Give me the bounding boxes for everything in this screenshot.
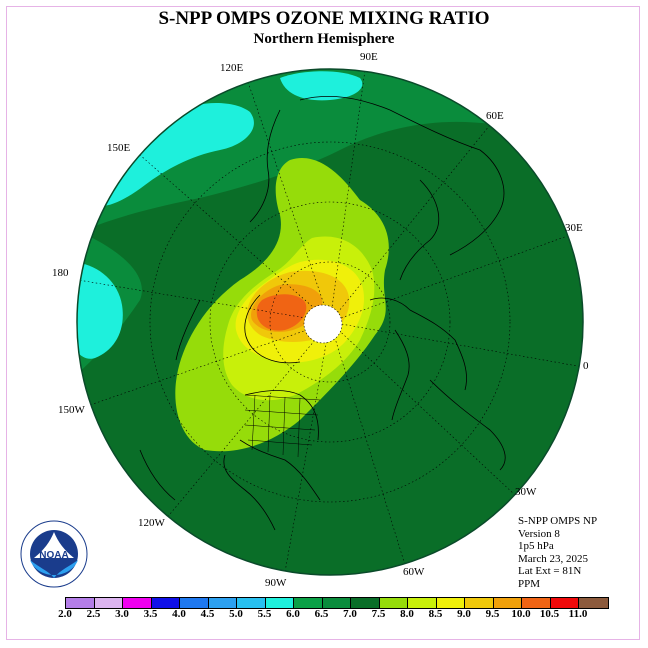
colorbar-swatch — [151, 598, 180, 608]
contour-6.0-b — [77, 262, 123, 359]
info-units: PPM — [518, 577, 541, 590]
info-lat-extent: Lat Ext = 81N — [518, 565, 582, 577]
graticule — [77, 69, 583, 573]
colorbar-swatch — [408, 598, 437, 608]
colorbar-swatch — [94, 598, 123, 608]
colorbar-tick-label: 2.5 — [86, 608, 101, 620]
info-date: March 23, 2025 — [518, 552, 588, 565]
colorbar-swatch — [66, 598, 95, 608]
colorbar-tick-label: 10.0 — [511, 608, 531, 620]
colorbar — [65, 597, 609, 609]
map-boundary — [76, 68, 584, 576]
colorbar-swatch — [123, 598, 152, 608]
logo-text: NOAA — [39, 550, 68, 561]
colorbar-swatch — [550, 598, 579, 608]
colorbar-tick-label: 5.0 — [229, 608, 243, 620]
colorbar-tick-label: 8.0 — [400, 608, 414, 620]
colorbar-swatch — [180, 598, 209, 608]
colorbar-swatch — [294, 598, 323, 608]
coastlines — [139, 95, 506, 531]
colorbar-swatch — [237, 598, 266, 608]
colorbar-tick-label: 11.0 — [568, 608, 588, 620]
colorbar-tick-label: 4.0 — [172, 608, 186, 620]
info-level: 1p5 hPa — [518, 540, 554, 552]
lon-label-150w: 150W — [58, 404, 85, 416]
polar-data-gap — [304, 305, 342, 343]
info-version: Version 8 — [518, 527, 560, 540]
info-block: S-NPP OMPS NP Version 8 1p5 hPa March 23… — [518, 515, 597, 590]
colorbar-tick-label: 7.5 — [371, 608, 386, 620]
contour-10.0 — [256, 294, 307, 331]
colorbar-tick-label: 3.5 — [143, 608, 158, 620]
colorbar-tick-label: 9.0 — [457, 608, 471, 620]
colorbar-tick-label: 6.5 — [314, 608, 329, 620]
state-boundaries — [244, 394, 321, 458]
colorbar-swatch — [379, 598, 408, 608]
contour-6.0-a — [85, 103, 254, 207]
colorbar-tick-label: 7.0 — [343, 608, 357, 620]
contour-6.0-c — [280, 71, 363, 101]
colorbar-tick-label: 9.5 — [485, 608, 500, 620]
colorbar-swatch — [465, 598, 494, 608]
colorbar-swatch — [351, 598, 380, 608]
colorbar-swatch — [493, 598, 522, 608]
colorbar-tick-label: 2.0 — [58, 608, 72, 620]
colorbar-swatch — [322, 598, 351, 608]
lon-label-60w: 60W — [403, 566, 425, 578]
colorbar-tick-label: 10.5 — [539, 608, 560, 620]
colorbar-swatch — [522, 598, 551, 608]
lon-label-180: 180 — [52, 267, 69, 279]
lon-label-150e: 150E — [107, 142, 131, 154]
lon-label-90e: 90E — [360, 51, 378, 63]
colorbar-tick-label: 8.5 — [428, 608, 443, 620]
lon-label-30e: 30E — [565, 222, 583, 234]
colorbar-swatch — [579, 598, 608, 608]
lon-label-120e: 120E — [220, 62, 244, 74]
colorbar-tick-label: 6.0 — [286, 608, 300, 620]
map-subtitle: Northern Hemisphere — [253, 31, 395, 47]
colorbar-ticks: 2.0 2.5 3.0 3.5 4.0 4.5 5.0 5.5 6.0 6.5 7.0 7.5 8.0 8… — [50, 608, 610, 622]
colorbar-tick-label: 3.0 — [115, 608, 129, 620]
lon-label-120w: 120W — [138, 517, 165, 529]
colorbar-swatch — [265, 598, 294, 608]
lon-label-0: 0 — [583, 360, 589, 372]
figure-frame — [6, 6, 640, 640]
colorbar-swatch — [208, 598, 237, 608]
lon-label-60e: 60E — [486, 110, 504, 122]
lon-label-30w: 30W — [515, 486, 537, 498]
colorbar-tick-label: 5.5 — [257, 608, 272, 620]
noaa-logo-icon: NOAA — [20, 520, 88, 588]
info-instrument: S-NPP OMPS NP — [518, 515, 598, 527]
lon-label-90w: 90W — [265, 577, 287, 589]
colorbar-tick-label: 4.5 — [200, 608, 215, 620]
map-title: S-NPP OMPS OZONE MIXING RATIO — [158, 8, 490, 29]
colorbar-swatch — [436, 598, 465, 608]
